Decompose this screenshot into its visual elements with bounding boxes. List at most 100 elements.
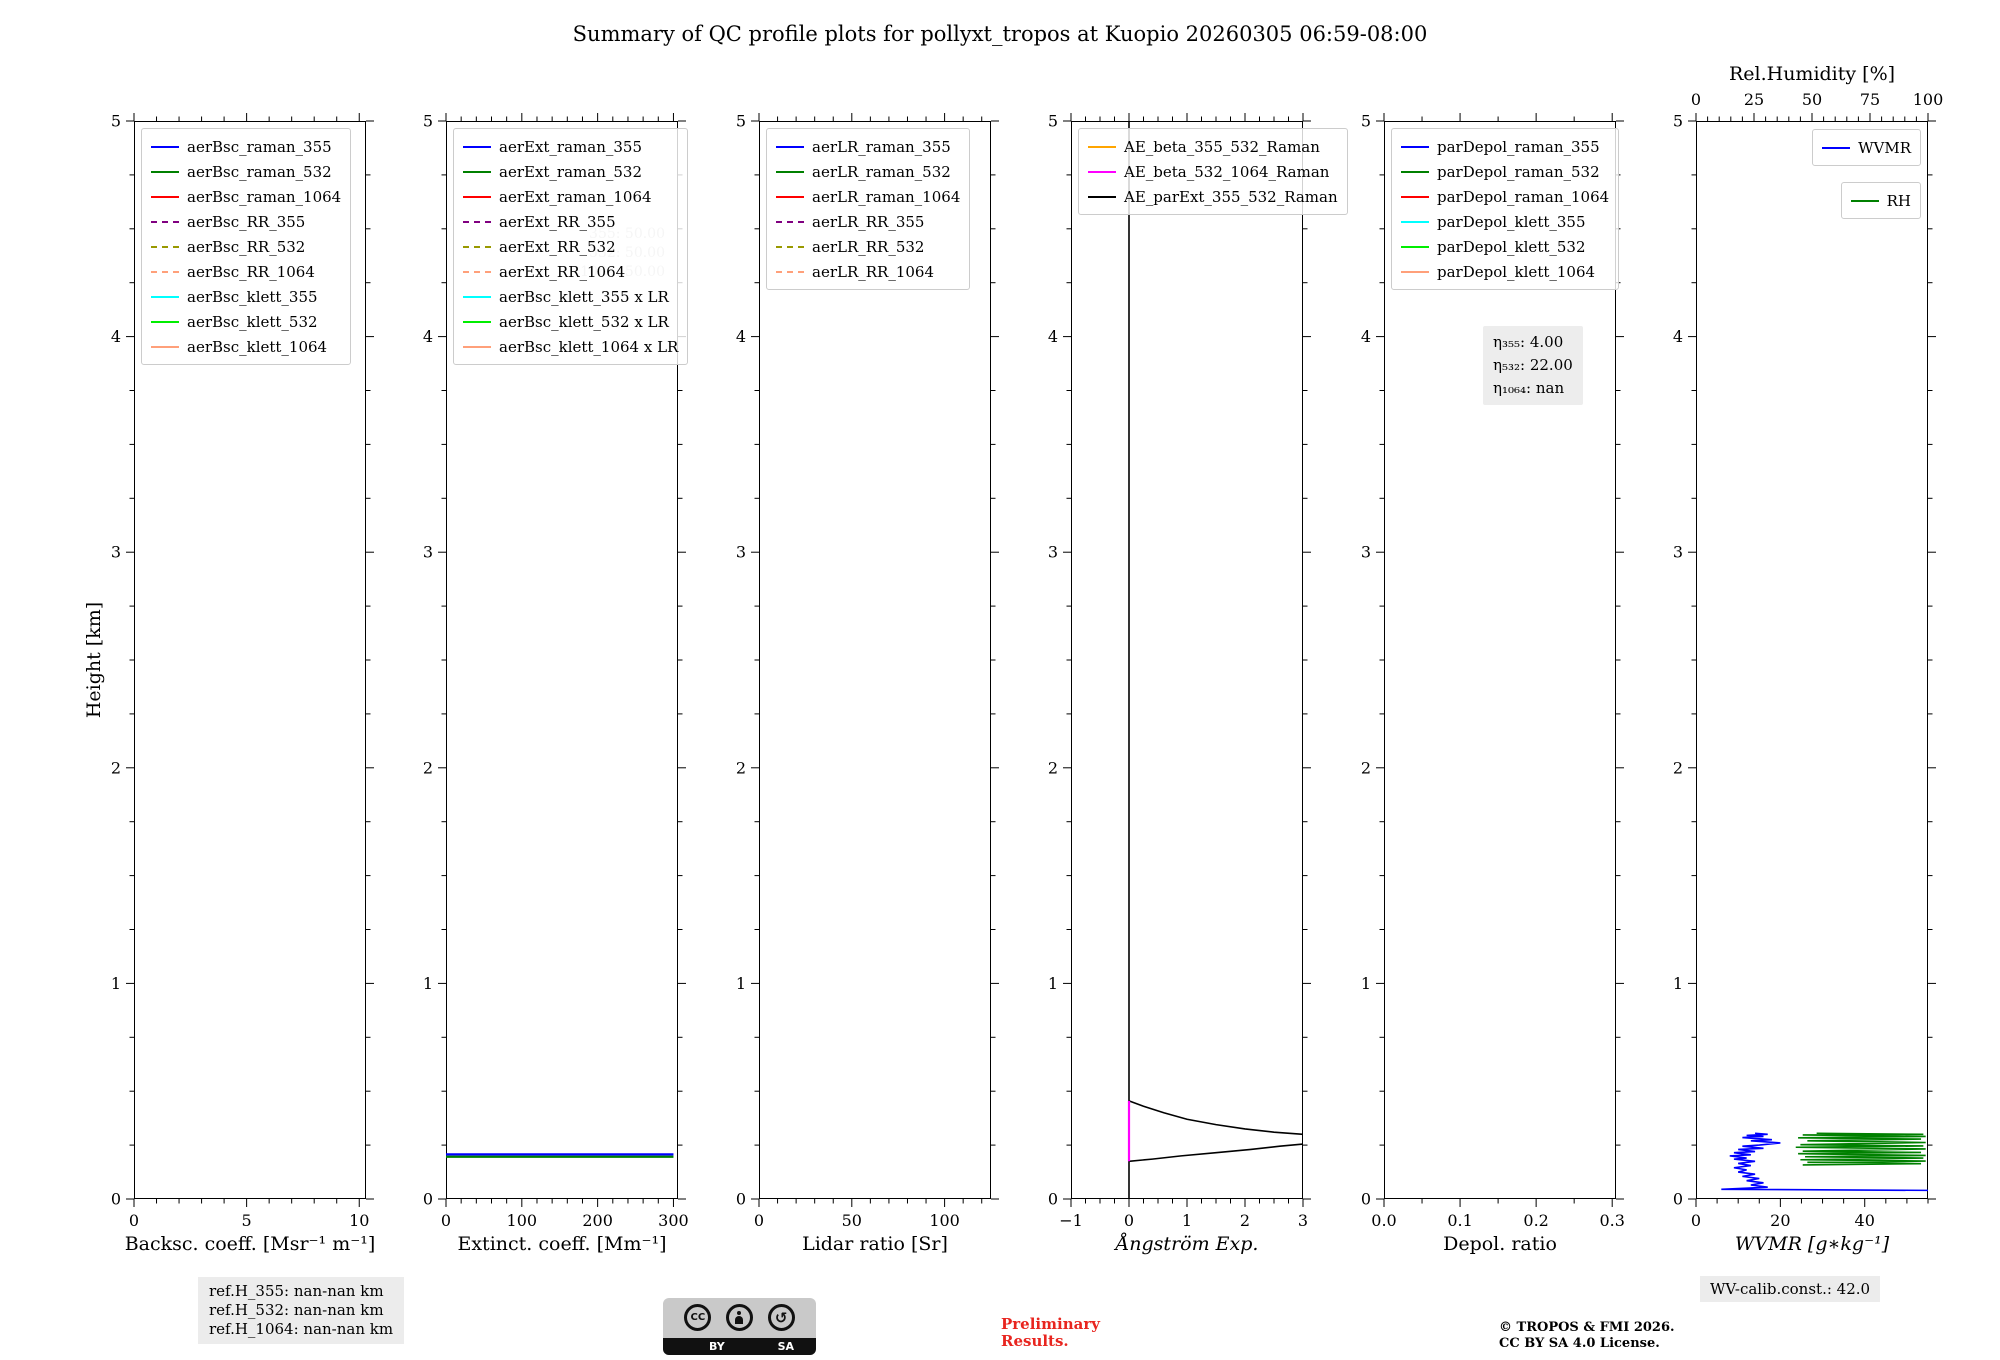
series-RH <box>1795 1132 1926 1166</box>
tick-label: 0 <box>1048 1190 1058 1209</box>
legend-label: RH <box>1886 191 1911 210</box>
tick-label: 50 <box>1802 90 1822 109</box>
legend-line-sample <box>151 220 179 223</box>
legend-entry: aerLR_raman_532 <box>776 159 960 184</box>
tick-label: 0 <box>423 1190 433 1209</box>
tick-label: 10 <box>349 1211 369 1230</box>
tick-label: 5 <box>423 112 433 131</box>
legend-line-sample <box>1401 270 1429 273</box>
tick-label: 0 <box>441 1211 451 1230</box>
tick-label: 200 <box>582 1211 613 1230</box>
legend-label: aerExt_RR_1064 <box>499 262 626 281</box>
legend-label: aerBsc_klett_1064 x LR <box>499 337 679 356</box>
legend-label: aerBsc_RR_355 <box>187 212 306 231</box>
legend-line-sample <box>776 270 804 273</box>
legend-line-sample <box>463 270 491 273</box>
tick-label: 0.2 <box>1523 1211 1548 1230</box>
legend-entry: parDepol_raman_1064 <box>1401 184 1609 209</box>
tick-label: 1 <box>111 974 121 993</box>
panel-wvmr: 0 20 40 0 1 2 3 4 5 0 25 50 75 100 Rel.Humidity [%] WVM… <box>1673 63 1943 1255</box>
legend-label: parDepol_raman_355 <box>1437 137 1600 156</box>
tick-label: 1 <box>1048 974 1058 993</box>
legend-line-sample <box>776 145 804 148</box>
tick-label: 3 <box>111 543 121 562</box>
legend-line-sample <box>1088 195 1116 198</box>
tick-label: 0 <box>1124 1211 1134 1230</box>
legend-label: aerBsc_raman_1064 <box>187 187 342 206</box>
legend-entry: aerBsc_raman_532 <box>151 159 341 184</box>
legend-entry: aerLR_raman_1064 <box>776 184 960 209</box>
series-AE_parExt_upper_branch <box>1128 1100 1303 1136</box>
legend-label: AE_parExt_355_532_Raman <box>1124 187 1338 206</box>
legend-line-sample <box>151 345 179 348</box>
tick-label: 100 <box>507 1211 538 1230</box>
tick-label: 2 <box>1048 758 1058 777</box>
legend: aerLR_raman_355 aerLR_raman_532 aerLR_rama… <box>766 128 971 290</box>
legend: aerExt_raman_355 aerExt_raman_532 aerExt_r… <box>453 128 689 365</box>
tick-label: 2 <box>111 758 121 777</box>
legend-label: parDepol_klett_355 <box>1437 212 1586 231</box>
x-axis-label: Depol. ratio <box>1443 1233 1557 1255</box>
legend-label: aerBsc_RR_1064 <box>187 262 315 281</box>
tick-label: 3 <box>736 543 746 562</box>
legend-entry: aerExt_RR_1064 <box>463 259 678 284</box>
legend-label: aerBsc_klett_532 x LR <box>499 312 669 331</box>
legend: WVMR <box>1812 129 1921 166</box>
legend-entry: parDepol_raman_355 <box>1401 134 1609 159</box>
legend: RH <box>1840 182 1921 219</box>
legend-label: aerBsc_klett_355 <box>187 287 318 306</box>
series-AE_parExt_lower_branch <box>1128 1143 1303 1163</box>
plot-lidar-ratio: 0 50 100 0 1 2 3 4 5 <box>736 112 999 1230</box>
tick-label: 0 <box>1673 1190 1683 1209</box>
legend-line-sample <box>463 245 491 248</box>
tick-label: 5 <box>111 112 121 131</box>
tick-label: 0 <box>129 1211 139 1230</box>
legend-line-sample <box>463 345 491 348</box>
legend-entry: AE_parExt_355_532_Raman <box>1088 184 1338 209</box>
legend-label: aerExt_raman_1064 <box>499 187 652 206</box>
ref-h-355: ref.H_355: nan-nan km <box>209 1282 384 1300</box>
tick-label: 4 <box>1673 327 1683 346</box>
wv-calib-box: WV-calib.const.: 42.0 <box>1700 1276 1881 1302</box>
legend-entry: parDepol_raman_532 <box>1401 159 1609 184</box>
legend-line-sample <box>776 195 804 198</box>
cc-license-badge: CC ↺ BY SA <box>663 1298 816 1355</box>
legend-line-sample <box>151 145 179 148</box>
legend-label: aerExt_raman_355 <box>499 137 642 156</box>
legend-label: aerLR_raman_355 <box>812 137 951 156</box>
legend-line-sample <box>1822 146 1851 149</box>
tick-label: 0 <box>1691 90 1701 109</box>
tick-label: 0 <box>736 1190 746 1209</box>
ref-heights-box: ref.H_355: nan-nan km ref.H_532: nan-nan… <box>198 1277 405 1344</box>
legend-line-sample <box>1401 245 1429 248</box>
cc-by-label: BY <box>709 1340 725 1353</box>
legend-entry: aerExt_RR_355 <box>463 209 678 234</box>
tick-label: 2 <box>1673 758 1683 777</box>
legend-label: aerLR_RR_355 <box>812 212 925 231</box>
tick-label: 2 <box>423 758 433 777</box>
legend-label: parDepol_klett_532 <box>1437 237 1586 256</box>
legend-label: aerExt_RR_355 <box>499 212 616 231</box>
legend-entry: aerBsc_klett_532 <box>151 309 341 334</box>
legend-label: aerBsc_raman_532 <box>187 162 332 181</box>
legend: AE_beta_355_532_Raman AE_beta_532_1064_Ra… <box>1078 128 1348 215</box>
cc-band: BY SA <box>663 1338 816 1355</box>
legend-label: aerLR_raman_1064 <box>812 187 961 206</box>
legend-label: parDepol_raman_532 <box>1437 162 1600 181</box>
tick-label: 5 <box>1048 112 1058 131</box>
legend-line-sample <box>1088 170 1116 173</box>
x-axis-label: Extinct. coeff. [Mm⁻¹] <box>457 1233 667 1255</box>
legend-entry: parDepol_klett_355 <box>1401 209 1609 234</box>
legend-entry: aerBsc_raman_355 <box>151 134 341 159</box>
tick-label: 0.0 <box>1371 1211 1396 1230</box>
legend-entry: aerBsc_RR_532 <box>151 234 341 259</box>
legend-entry: aerBsc_RR_1064 <box>151 259 341 284</box>
tick-label: 5 <box>1361 112 1371 131</box>
plot-extinction: 0 100 200 300 0 1 2 3 4 5 <box>423 112 689 1231</box>
legend-line-sample <box>463 145 491 148</box>
legend-label: aerBsc_klett_355 x LR <box>499 287 669 306</box>
legend-entry: aerBsc_klett_1064 x LR <box>463 334 678 359</box>
